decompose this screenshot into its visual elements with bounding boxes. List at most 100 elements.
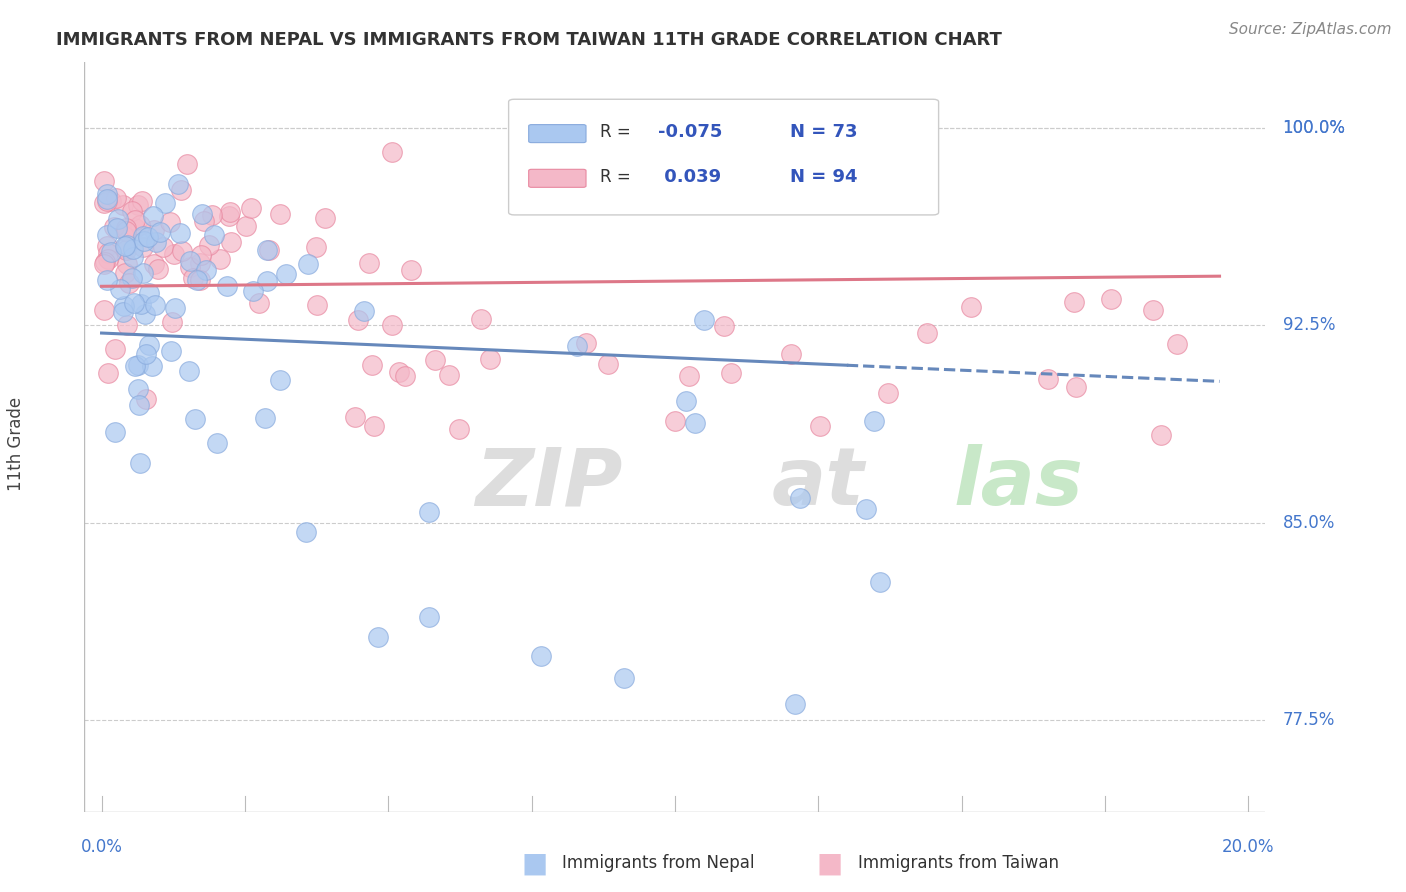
Point — [114, 241, 136, 255]
Point — [138, 338, 160, 352]
Point — [128, 218, 150, 232]
Point — [141, 359, 163, 373]
Point — [153, 196, 176, 211]
Text: 100.0%: 100.0% — [1282, 120, 1346, 137]
Point — [124, 212, 146, 227]
Point — [785, 698, 807, 712]
FancyBboxPatch shape — [529, 169, 586, 187]
Text: ■: ■ — [522, 849, 547, 878]
Point — [664, 414, 686, 428]
Point — [165, 301, 187, 315]
Point — [598, 357, 620, 371]
Text: Immigrants from Taiwan: Immigrants from Taiwan — [858, 855, 1059, 872]
Point — [720, 366, 742, 380]
Point — [381, 145, 404, 160]
Point — [127, 359, 149, 373]
Point — [295, 524, 318, 539]
Text: N = 73: N = 73 — [790, 123, 858, 141]
Point — [172, 244, 194, 258]
Point — [201, 208, 224, 222]
Point — [135, 347, 157, 361]
Point — [96, 194, 118, 208]
Point — [219, 235, 242, 249]
Point — [253, 411, 276, 425]
Point — [915, 326, 938, 340]
Point — [447, 421, 470, 435]
Point — [960, 301, 983, 315]
Point — [183, 270, 205, 285]
Point — [135, 392, 157, 407]
Point — [1142, 303, 1164, 318]
Point — [194, 262, 217, 277]
Point — [143, 298, 166, 312]
Point — [131, 240, 153, 254]
Point — [107, 211, 129, 226]
Point — [149, 225, 172, 239]
Text: Immigrants from Nepal: Immigrants from Nepal — [562, 855, 755, 872]
Point — [112, 299, 135, 313]
Point — [176, 157, 198, 171]
Point — [124, 221, 146, 235]
Point — [100, 244, 122, 259]
Point — [163, 247, 186, 261]
Point — [114, 238, 136, 252]
Point — [394, 369, 416, 384]
Point — [876, 386, 898, 401]
Text: 20.0%: 20.0% — [1222, 838, 1274, 856]
Text: ■: ■ — [817, 849, 842, 878]
Point — [93, 257, 115, 271]
Point — [1038, 372, 1060, 386]
Point — [122, 250, 145, 264]
Point — [132, 266, 155, 280]
Point — [307, 298, 329, 312]
Point — [269, 373, 291, 387]
Point — [128, 398, 150, 412]
Point — [96, 192, 118, 206]
Point — [96, 238, 118, 252]
Point — [808, 418, 831, 433]
Point — [779, 347, 801, 361]
Point — [256, 243, 278, 257]
Point — [183, 412, 205, 426]
Point — [96, 273, 118, 287]
Point — [388, 365, 411, 379]
Point — [188, 273, 211, 287]
Point — [479, 351, 502, 366]
Point — [470, 311, 492, 326]
Point — [418, 505, 440, 519]
FancyBboxPatch shape — [509, 99, 939, 215]
Point — [256, 274, 278, 288]
Point — [104, 342, 127, 356]
Point — [108, 282, 131, 296]
Point — [141, 209, 163, 223]
Point — [115, 243, 138, 257]
Text: R =: R = — [600, 168, 637, 186]
Point — [121, 204, 143, 219]
Point — [218, 209, 240, 223]
Point — [343, 410, 366, 425]
Point — [114, 224, 136, 238]
Point — [152, 240, 174, 254]
Point — [159, 215, 181, 229]
Point — [713, 319, 735, 334]
Text: 92.5%: 92.5% — [1282, 317, 1336, 334]
Point — [117, 237, 139, 252]
Point — [159, 344, 181, 359]
Point — [359, 256, 381, 270]
Point — [97, 366, 120, 380]
Point — [242, 284, 264, 298]
Point — [121, 271, 143, 285]
Point — [96, 227, 118, 242]
Point — [683, 417, 706, 431]
Point — [127, 382, 149, 396]
Point — [131, 194, 153, 209]
Point — [129, 297, 152, 311]
Point — [575, 336, 598, 351]
Point — [314, 211, 336, 225]
Text: at: at — [772, 444, 865, 522]
Point — [145, 235, 167, 249]
Text: 0.039: 0.039 — [658, 168, 721, 186]
Point — [179, 260, 201, 274]
Point — [305, 240, 328, 254]
Point — [143, 223, 166, 237]
